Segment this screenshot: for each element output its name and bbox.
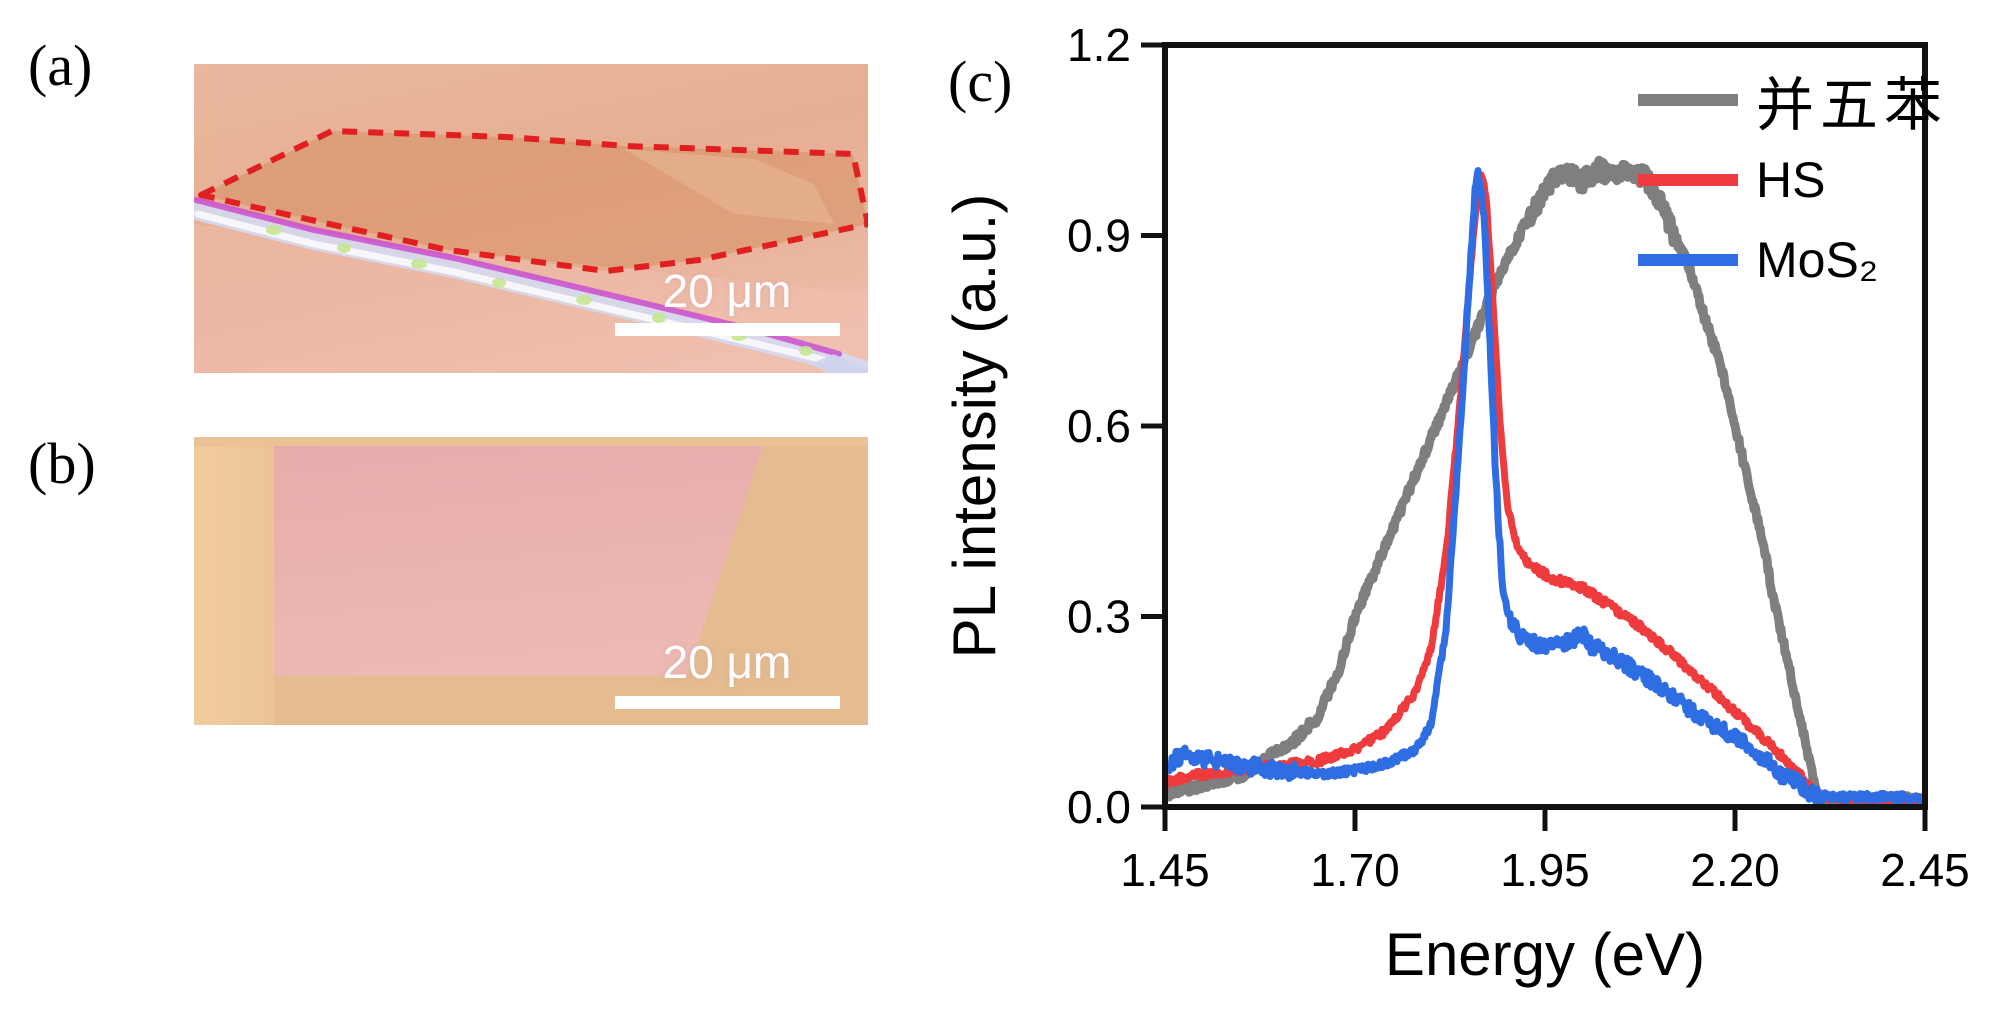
spectra-curves bbox=[1165, 155, 1925, 807]
micrograph-a: 20 μm bbox=[194, 64, 868, 373]
axis-ticks bbox=[1141, 42, 1928, 831]
flake-region bbox=[201, 131, 868, 271]
chart-legend: 并五苯 HS MoS₂ bbox=[1638, 60, 1948, 300]
svg-text:1.2: 1.2 bbox=[1067, 19, 1131, 71]
micrograph-b-overlay bbox=[194, 437, 868, 725]
legend-swatch bbox=[1638, 94, 1738, 106]
flake-region-b bbox=[274, 446, 763, 676]
scale-bar-b bbox=[615, 696, 840, 709]
streak-white-core bbox=[194, 210, 828, 364]
legend-swatch bbox=[1638, 254, 1738, 266]
panel-b-label: (b) bbox=[28, 431, 96, 496]
substrate-left bbox=[194, 437, 276, 725]
svg-text:2.20: 2.20 bbox=[1690, 844, 1780, 896]
legend-item-2: HS bbox=[1638, 140, 1948, 220]
substrate-top bbox=[194, 437, 868, 447]
flake-fold bbox=[624, 149, 834, 224]
legend-item-3: MoS₂ bbox=[1638, 220, 1948, 300]
svg-text:0.0: 0.0 bbox=[1067, 781, 1131, 833]
micrograph-b: 20 μm bbox=[194, 437, 868, 725]
streak-tail bbox=[810, 354, 868, 373]
legend-swatch bbox=[1638, 174, 1738, 186]
svg-text:1.45: 1.45 bbox=[1120, 844, 1210, 896]
svg-text:1.95: 1.95 bbox=[1500, 844, 1590, 896]
y-axis-title: PL intensity (a.u.) bbox=[941, 194, 1008, 659]
svg-text:0.6: 0.6 bbox=[1067, 400, 1131, 452]
scalebar-label-a: 20 μm bbox=[662, 265, 792, 317]
svg-text:0.3: 0.3 bbox=[1067, 591, 1131, 643]
panel-c-label: (c) bbox=[948, 49, 1013, 114]
axis-tick-labels: 1.45 1.70 1.95 2.20 2.45 0.0 0.3 0.6 0.9 1.2 bbox=[1067, 19, 1970, 896]
panel-a-label: (a) bbox=[28, 33, 93, 98]
pl-spectrum-chart: 1.45 1.70 1.95 2.20 2.45 0.0 0.3 0.6 0.9 1.2 Ener… bbox=[900, 0, 2000, 1009]
svg-text:2.45: 2.45 bbox=[1880, 844, 1970, 896]
legend-label: HS bbox=[1756, 152, 1826, 208]
plot-svg: 1.45 1.70 1.95 2.20 2.45 0.0 0.3 0.6 0.9 1.2 Ener… bbox=[941, 19, 1970, 988]
legend-label: MoS₂ bbox=[1756, 232, 1879, 288]
scalebar-label-b: 20 μm bbox=[662, 636, 792, 688]
x-axis-title: Energy (eV) bbox=[1385, 921, 1705, 988]
legend-label: 并五苯 bbox=[1756, 73, 1949, 138]
svg-text:0.9: 0.9 bbox=[1067, 210, 1131, 262]
legend-item-1: 并五苯 bbox=[1638, 60, 1948, 140]
substrate-right-slant bbox=[274, 446, 868, 725]
streak-green-dots bbox=[266, 225, 813, 356]
scale-bar-a bbox=[615, 323, 840, 336]
svg-text:1.70: 1.70 bbox=[1310, 844, 1400, 896]
curve-MoS₂ bbox=[1165, 167, 1925, 806]
curve-并五苯 bbox=[1165, 155, 1925, 807]
flake-outline-dashed bbox=[198, 128, 868, 274]
